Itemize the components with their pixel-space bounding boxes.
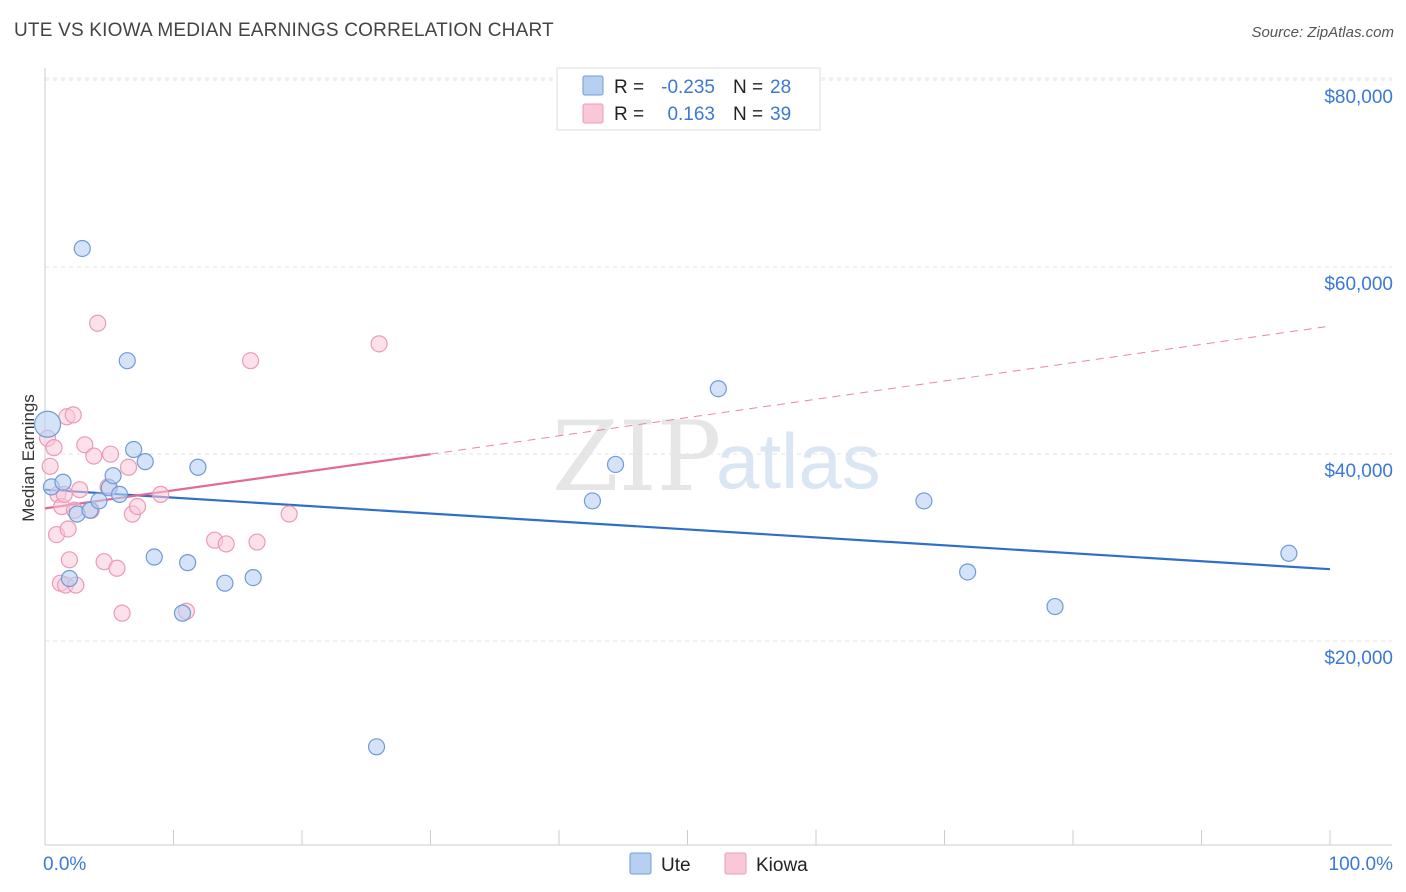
- ute-point: [216, 574, 234, 592]
- y-tick-label: $60,000: [1324, 274, 1393, 295]
- ute-point: [33, 410, 62, 438]
- kiowa-point: [71, 481, 89, 499]
- kiowa-point: [113, 604, 131, 622]
- kiowa-point: [280, 505, 298, 523]
- correlation-legend: R = -0.235 N = 28 R = 0.163 N = 39: [556, 67, 821, 131]
- y-tick-labels: $20,000 $40,000 $60,000 $80,000: [1324, 87, 1393, 669]
- kiowa-point: [60, 551, 79, 569]
- series-legend: Ute Kiowa: [629, 852, 808, 876]
- ute-point: [709, 380, 727, 398]
- legend-kiowa-r-label: R =: [614, 104, 644, 125]
- ute-point: [583, 492, 602, 510]
- ute-point: [136, 453, 154, 471]
- source-label: Source: ZipAtlas.com: [1251, 24, 1394, 41]
- ute-point: [90, 492, 108, 510]
- chart-title: UTE VS KIOWA MEDIAN EARNINGS CORRELATION…: [14, 20, 554, 41]
- watermark-zip: ZIP: [552, 401, 721, 513]
- x-tick-label-min: 0.0%: [43, 854, 86, 875]
- ute-point: [60, 569, 79, 588]
- ute-point: [104, 467, 122, 485]
- ute-point: [73, 239, 91, 258]
- kiowa-point: [45, 439, 63, 457]
- bottom-legend-kiowa-swatch: [724, 852, 747, 875]
- kiowa-point: [248, 533, 266, 551]
- legend-ute-n-label: N =: [733, 77, 763, 98]
- y-tick-label: $80,000: [1324, 87, 1393, 108]
- legend-kiowa-r-value: 0.163: [667, 104, 715, 125]
- watermark-atlas: atlas: [716, 417, 881, 505]
- ute-point: [915, 492, 933, 510]
- kiowa-trend-line: [44, 453, 431, 510]
- ute-point: [179, 554, 197, 572]
- ute-point: [173, 604, 192, 622]
- legend-ute-swatch: [582, 75, 604, 96]
- kiowa-point: [119, 458, 138, 476]
- bottom-legend-ute-swatch: [629, 852, 652, 875]
- legend-kiowa-swatch: [582, 103, 604, 124]
- ute-point: [1280, 544, 1298, 562]
- legend-kiowa-n-label: N =: [733, 104, 763, 125]
- kiowa-point: [85, 447, 103, 465]
- kiowa-point: [152, 485, 170, 503]
- y-tick-label: $20,000: [1324, 648, 1393, 669]
- kiowa-point: [101, 445, 120, 463]
- kiowa-point: [108, 559, 126, 577]
- y-axis-title: Median Earnings: [19, 394, 38, 522]
- legend-ute-r-value: -0.235: [661, 77, 715, 98]
- ute-point: [54, 473, 72, 491]
- ute-point: [145, 548, 163, 566]
- bottom-legend-ute-label: Ute: [661, 855, 691, 876]
- ute-point: [189, 458, 207, 476]
- ute-point: [959, 563, 977, 581]
- trend-lines: [44, 325, 1331, 571]
- legend-kiowa-n-value: 39: [770, 104, 791, 125]
- kiowa-point: [89, 314, 107, 332]
- legend-ute-n-value: 28: [770, 77, 791, 98]
- kiowa-point: [370, 335, 388, 353]
- ute-point: [125, 440, 143, 459]
- kiowa-point: [64, 406, 82, 424]
- kiowa-point: [217, 535, 235, 553]
- ute-point: [606, 455, 625, 474]
- bottom-legend-kiowa-label: Kiowa: [756, 855, 808, 876]
- data-points: [33, 239, 1298, 756]
- x-axis-ticks: [173, 830, 1331, 845]
- kiowa-point: [242, 352, 260, 370]
- ute-point: [367, 738, 386, 756]
- ute-trend-line: [44, 488, 1331, 571]
- legend-ute-r-label: R =: [614, 77, 644, 98]
- ute-point: [244, 568, 262, 587]
- ute-point: [110, 485, 129, 503]
- ute-point: [118, 352, 136, 370]
- ute-point: [1046, 597, 1064, 616]
- kiowa-point: [76, 436, 94, 454]
- kiowa-point: [41, 457, 59, 475]
- kiowa-point: [128, 497, 147, 516]
- x-tick-label-max: 100.0%: [1329, 854, 1394, 875]
- y-tick-label: $40,000: [1324, 461, 1393, 482]
- kiowa-trend-extension: [430, 325, 1331, 455]
- kiowa-point: [59, 520, 77, 538]
